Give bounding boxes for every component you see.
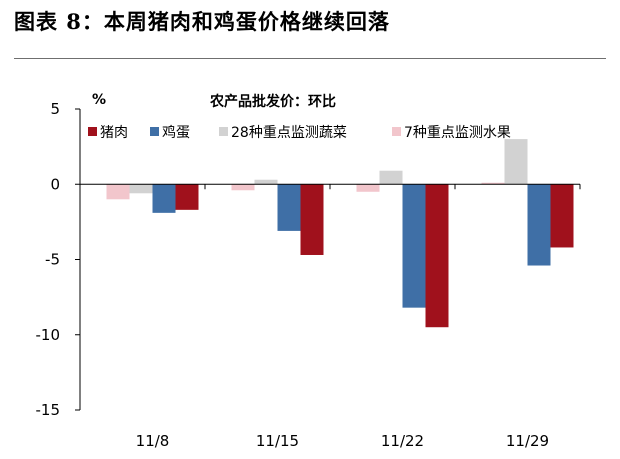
bar bbox=[402, 184, 426, 308]
bar bbox=[277, 184, 301, 231]
legend-swatch bbox=[150, 127, 159, 136]
bar bbox=[300, 184, 324, 255]
legend-swatch bbox=[88, 127, 97, 136]
bar bbox=[231, 184, 255, 191]
bar bbox=[379, 170, 403, 185]
chart-title: 农产品批发价：环比 bbox=[209, 93, 336, 110]
legend-swatch bbox=[219, 127, 228, 136]
bar bbox=[527, 184, 551, 266]
legend-label: 28种重点监测蔬菜 bbox=[231, 125, 347, 141]
y-axis-unit-label: % bbox=[92, 92, 106, 108]
x-tick-label: 11/15 bbox=[256, 432, 299, 450]
bar bbox=[504, 139, 528, 185]
y-tick-label: -5 bbox=[45, 251, 60, 269]
title-divider bbox=[14, 58, 606, 59]
y-tick-label: -15 bbox=[36, 401, 61, 419]
x-tick-label: 11/29 bbox=[506, 432, 549, 450]
y-tick-label: -10 bbox=[36, 326, 61, 344]
bar bbox=[425, 184, 449, 328]
legend-label: 猪肉 bbox=[100, 125, 128, 141]
x-tick-label: 11/8 bbox=[136, 432, 170, 450]
legend-label: 7种重点监测水果 bbox=[404, 125, 511, 141]
bar bbox=[175, 184, 199, 210]
x-tick-label: 11/22 bbox=[381, 432, 424, 450]
y-tick-label: 5 bbox=[50, 100, 60, 118]
figure-title: 图表 8：本周猪肉和鸡蛋价格继续回落 bbox=[14, 9, 390, 34]
y-tick-label: 0 bbox=[50, 175, 60, 193]
bar bbox=[106, 184, 130, 200]
bar bbox=[254, 179, 278, 185]
legend-swatch bbox=[392, 127, 401, 136]
legend-label: 鸡蛋 bbox=[162, 124, 190, 141]
bar bbox=[481, 182, 505, 185]
bar bbox=[152, 184, 176, 213]
bar bbox=[356, 184, 380, 192]
bar bbox=[550, 184, 574, 248]
bar bbox=[129, 184, 153, 194]
